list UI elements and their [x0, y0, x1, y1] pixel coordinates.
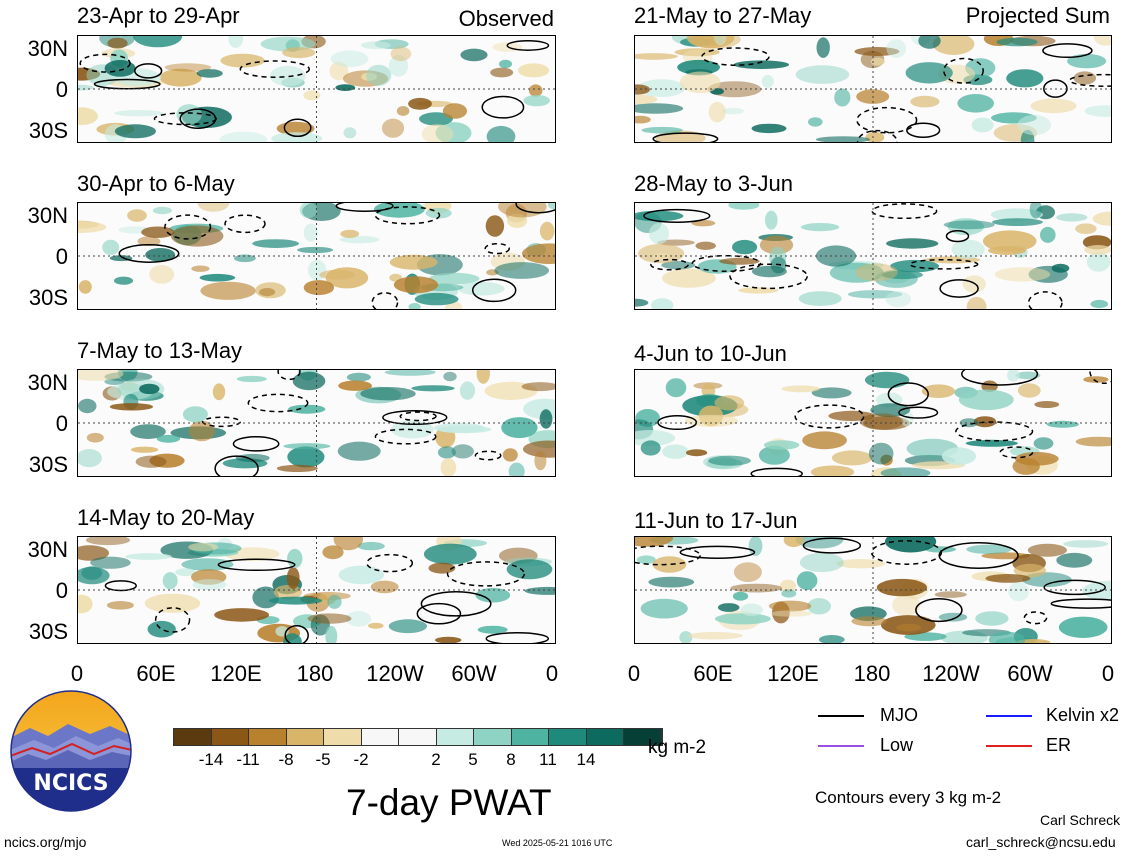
- logo-text: NCICS: [33, 771, 108, 796]
- lon-label: 120W: [366, 661, 424, 686]
- colorbar-tick: -2: [353, 750, 369, 769]
- lon-label: 60E: [136, 661, 176, 686]
- panel-title: 14-May to 20-May: [77, 505, 255, 530]
- colorbar-swatch: [511, 729, 549, 745]
- lon-label: 60E: [693, 661, 733, 686]
- colorbar: [173, 728, 663, 746]
- map-panel: [77, 536, 556, 644]
- lon-label: 120W: [922, 661, 980, 686]
- colorbar-swatch: [624, 729, 662, 745]
- lat-label: 30S: [28, 118, 68, 143]
- ncics-logo-icon: NCICS: [10, 690, 132, 812]
- colorbar-swatch: [249, 729, 287, 745]
- footer-url: ncics.org/mjo: [4, 834, 87, 850]
- panel-title: 4-Jun to 10-Jun: [634, 341, 787, 366]
- colorbar-tick: -8: [278, 750, 294, 769]
- lon-label: 0: [1101, 661, 1115, 686]
- legend-er-line: [986, 745, 1032, 747]
- map-panel: [77, 369, 556, 477]
- map-panel: [634, 35, 1112, 143]
- lat-label: 30N: [27, 537, 68, 562]
- map-panel: [634, 202, 1112, 310]
- lat-label: 30N: [27, 370, 68, 395]
- colorbar-units: kg m-2: [648, 737, 707, 758]
- colorbar-tick: 14: [576, 750, 596, 769]
- colorbar-swatch: [399, 729, 437, 745]
- colorbar-swatch: [549, 729, 587, 745]
- contour-note: Contours every 3 kg m-2: [815, 788, 1002, 807]
- colorbar-swatch: [474, 729, 512, 745]
- lat-label: 0: [55, 77, 68, 102]
- map-panel: [77, 202, 556, 310]
- lat-label: 0: [55, 244, 68, 269]
- lat-label: 30S: [28, 452, 68, 477]
- colorbar-tick: -14: [198, 750, 224, 769]
- legend-kelvin-label: Kelvin x2: [1046, 705, 1120, 725]
- legend-kelvin-line: [986, 715, 1032, 717]
- lat-label: 30N: [27, 36, 68, 61]
- lat-label: 0: [55, 578, 68, 603]
- lat-label: 30S: [28, 619, 68, 644]
- map-panel: [634, 536, 1112, 644]
- colorbar-swatch: [361, 729, 399, 745]
- map-panel: [634, 369, 1112, 477]
- lat-label: 0: [55, 411, 68, 436]
- colorbar-swatch: [586, 729, 624, 745]
- lon-label: 60W: [1007, 661, 1053, 686]
- colorbar-swatch: [324, 729, 362, 745]
- colorbar-swatch: [436, 729, 474, 745]
- footer-timestamp: Wed 2025-05-21 1016 UTC: [502, 838, 613, 848]
- legend-low-label: Low: [880, 735, 914, 755]
- legend-er-label: ER: [1046, 735, 1072, 755]
- legend-mjo-label: MJO: [880, 705, 918, 725]
- panel-title: 30-Apr to 6-May: [77, 171, 235, 196]
- panel-title: 21-May to 27-May: [634, 3, 812, 28]
- main-title: 7-day PWAT: [346, 782, 552, 823]
- ncics-logo: NCICS: [10, 690, 132, 812]
- colorbar-swatch: [286, 729, 324, 745]
- colorbar-swatches: [173, 728, 663, 746]
- lon-label: 0: [545, 661, 559, 686]
- lon-label: 0: [70, 661, 84, 686]
- lon-label: 0: [627, 661, 641, 686]
- colorbar-swatch: [211, 729, 249, 745]
- projected-sum-label: Projected Sum: [965, 3, 1110, 28]
- colorbar-swatch: [174, 729, 212, 745]
- lon-label: 180: [853, 661, 891, 686]
- footer-author: Carl Schreck: [1040, 812, 1121, 828]
- colorbar-tick: 11: [539, 750, 557, 769]
- map-panel: [77, 35, 556, 143]
- legend-mjo-line: [818, 715, 864, 717]
- lat-label: 30N: [27, 203, 68, 228]
- observed-label: Observed: [458, 6, 554, 31]
- colorbar-tick: 2: [431, 750, 441, 769]
- lon-label: 60W: [451, 661, 497, 686]
- lat-label: 30S: [28, 285, 68, 310]
- legend-low-line: [818, 745, 864, 747]
- colorbar-tick: -5: [315, 750, 331, 769]
- footer-email: carl_schreck@ncsu.edu: [966, 834, 1116, 850]
- lon-label: 120E: [767, 661, 819, 686]
- panel-title: 11-Jun to 17-Jun: [634, 508, 798, 533]
- panel-title: 7-May to 13-May: [77, 338, 243, 363]
- lon-label: 180: [296, 661, 334, 686]
- colorbar-tick: 8: [506, 750, 516, 769]
- panel-title: 23-Apr to 29-Apr: [77, 3, 240, 28]
- colorbar-tick: -11: [236, 750, 260, 769]
- colorbar-tick: 5: [468, 750, 478, 769]
- panel-title: 28-May to 3-Jun: [634, 171, 793, 196]
- lon-label: 120E: [210, 661, 262, 686]
